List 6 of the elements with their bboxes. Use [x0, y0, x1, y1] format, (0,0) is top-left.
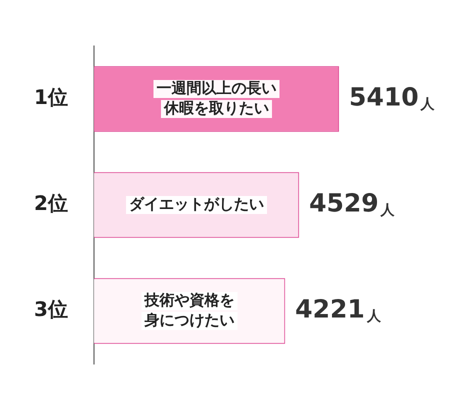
y-tick-label: 1位 [34, 85, 68, 110]
y-tick-label: 2位 [34, 191, 68, 216]
annotation: ダイエットがしたい [129, 194, 264, 213]
annotation: 技術や資格を身につけたい [144, 290, 235, 329]
annotation: 一週間以上の長い休暇を取りたい [156, 78, 276, 117]
y-tick-label: 3位 [34, 297, 68, 322]
